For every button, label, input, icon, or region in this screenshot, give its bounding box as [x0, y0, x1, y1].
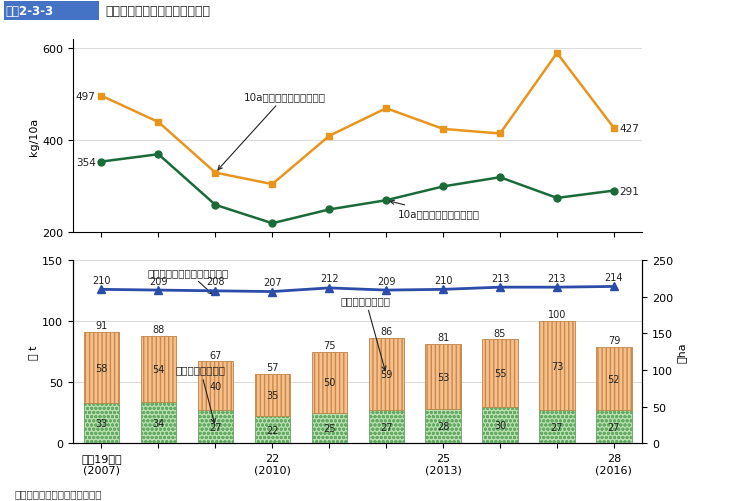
- Text: 208: 208: [206, 277, 225, 287]
- Text: 79: 79: [608, 335, 620, 345]
- Text: 209: 209: [149, 276, 168, 286]
- Text: 213: 213: [491, 273, 510, 283]
- Text: 図表2-3-3: 図表2-3-3: [5, 5, 53, 18]
- Bar: [312, 352, 347, 413]
- Text: 収穫量（北海道）: 収穫量（北海道）: [341, 295, 391, 371]
- Bar: [312, 413, 347, 443]
- Text: 88: 88: [153, 324, 164, 334]
- Bar: [539, 322, 575, 410]
- Text: 210: 210: [92, 276, 111, 286]
- Text: 50: 50: [323, 377, 335, 387]
- Bar: [141, 336, 176, 402]
- Text: 53: 53: [437, 372, 449, 382]
- Y-axis label: 千ha: 千ha: [676, 342, 686, 362]
- Text: 55: 55: [493, 368, 507, 378]
- Text: 210: 210: [434, 276, 453, 286]
- Text: 34: 34: [153, 418, 164, 428]
- Bar: [141, 402, 176, 443]
- Bar: [255, 416, 290, 443]
- Y-axis label: kg/10a: kg/10a: [29, 117, 39, 156]
- Bar: [426, 409, 461, 443]
- Text: 33: 33: [96, 418, 107, 428]
- Bar: [84, 403, 119, 443]
- Text: 27: 27: [550, 422, 564, 432]
- Text: 27: 27: [209, 422, 222, 432]
- Text: 209: 209: [377, 276, 396, 286]
- Text: 354: 354: [76, 157, 96, 167]
- Text: 30: 30: [494, 420, 506, 430]
- Bar: [141, 402, 176, 443]
- Text: 86: 86: [380, 327, 392, 337]
- Text: 25: 25: [323, 423, 336, 433]
- Bar: [369, 339, 404, 410]
- Bar: [426, 409, 461, 443]
- Text: 67: 67: [210, 350, 221, 360]
- Text: 85: 85: [494, 328, 506, 338]
- Bar: [312, 352, 347, 413]
- Text: 212: 212: [320, 274, 339, 284]
- Text: 27: 27: [380, 422, 393, 432]
- Text: 59: 59: [380, 370, 392, 379]
- Bar: [198, 410, 233, 443]
- Text: 58: 58: [96, 363, 107, 373]
- Bar: [198, 410, 233, 443]
- Bar: [255, 416, 290, 443]
- Text: 10a当たり収量（都府県）: 10a当たり収量（都府県）: [390, 201, 480, 219]
- Bar: [596, 410, 631, 443]
- Text: 54: 54: [153, 364, 164, 374]
- Bar: [369, 339, 404, 410]
- Text: 100: 100: [548, 310, 566, 320]
- Bar: [483, 407, 518, 443]
- Text: 収穫量（都府県）: 収穫量（都府県）: [175, 365, 226, 423]
- Bar: [596, 410, 631, 443]
- Bar: [141, 336, 176, 402]
- Bar: [255, 374, 290, 416]
- Text: 作付面積（全国）（右目盛）: 作付面積（全国）（右目盛）: [147, 267, 228, 295]
- Text: 27: 27: [607, 422, 620, 432]
- Text: 73: 73: [551, 361, 563, 371]
- Bar: [483, 340, 518, 407]
- Text: 資料：農林水産省「作物統計」: 資料：農林水産省「作物統計」: [15, 488, 102, 498]
- Text: 214: 214: [604, 273, 623, 283]
- Bar: [84, 403, 119, 443]
- Bar: [426, 345, 461, 409]
- Bar: [369, 410, 404, 443]
- Text: 22: 22: [266, 425, 279, 435]
- Text: 497: 497: [76, 92, 96, 102]
- Bar: [84, 333, 119, 403]
- Text: 427: 427: [620, 124, 639, 134]
- Text: 291: 291: [620, 186, 639, 196]
- Bar: [312, 413, 347, 443]
- Text: 28: 28: [437, 421, 449, 431]
- Bar: [539, 322, 575, 410]
- Bar: [84, 333, 119, 403]
- Y-axis label: 万 t: 万 t: [29, 345, 39, 359]
- Bar: [483, 340, 518, 407]
- Text: 52: 52: [607, 374, 620, 384]
- Bar: [369, 410, 404, 443]
- Bar: [483, 407, 518, 443]
- Bar: [596, 347, 631, 410]
- Text: 81: 81: [437, 333, 449, 343]
- Bar: [198, 362, 233, 410]
- Text: 207: 207: [263, 278, 282, 288]
- Text: 75: 75: [323, 340, 336, 350]
- Bar: [539, 410, 575, 443]
- Text: 213: 213: [548, 273, 566, 283]
- Text: 57: 57: [266, 362, 279, 372]
- FancyBboxPatch shape: [4, 2, 99, 21]
- Bar: [198, 362, 233, 410]
- Bar: [255, 374, 290, 416]
- Bar: [426, 345, 461, 409]
- Text: 小麦の単収、作付面積、収穫量: 小麦の単収、作付面積、収穫量: [106, 5, 211, 18]
- Text: 91: 91: [96, 321, 107, 331]
- Bar: [539, 410, 575, 443]
- Text: 40: 40: [210, 381, 221, 391]
- Text: 10a当たり収量（北海道）: 10a当たり収量（北海道）: [218, 92, 326, 170]
- Text: 35: 35: [266, 390, 278, 400]
- Bar: [596, 347, 631, 410]
